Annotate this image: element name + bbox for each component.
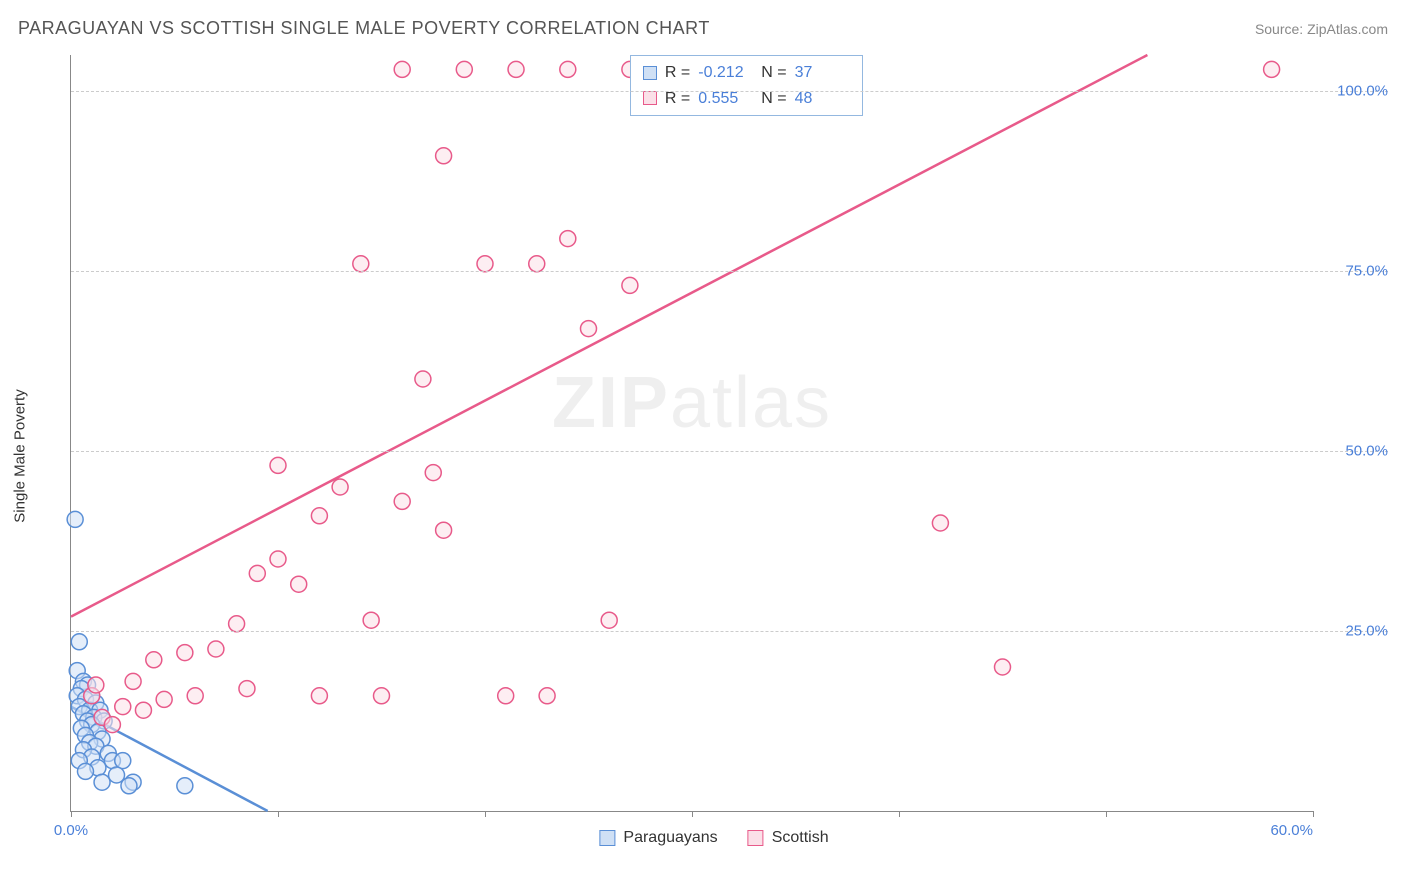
scatter-point	[187, 688, 203, 704]
scatter-plot-svg	[71, 55, 1313, 811]
stats-r-value: 0.555	[698, 86, 753, 112]
y-axis-label: Single Male Poverty	[12, 389, 29, 522]
y-tick-label: 25.0%	[1318, 623, 1388, 640]
stats-row: R = 0.555 N = 48	[643, 86, 850, 112]
stats-swatch	[643, 66, 657, 80]
scatter-point	[177, 645, 193, 661]
legend-item: Paraguayans	[599, 829, 717, 847]
y-tick-label: 50.0%	[1318, 443, 1388, 460]
trend-line	[71, 55, 1147, 617]
stats-r-value: -0.212	[698, 60, 753, 86]
legend-item: Scottish	[748, 829, 829, 847]
scatter-point	[995, 659, 1011, 675]
scatter-point	[374, 688, 390, 704]
scatter-point	[394, 61, 410, 77]
gridline	[71, 631, 1388, 632]
scatter-point	[415, 371, 431, 387]
scatter-point	[581, 321, 597, 337]
chart-container: Single Male Poverty ZIPatlas R =-0.212N …	[40, 55, 1388, 857]
scatter-point	[270, 551, 286, 567]
scatter-point	[508, 61, 524, 77]
x-tick	[71, 811, 72, 817]
stats-n-value: 37	[795, 60, 850, 86]
scatter-point	[104, 717, 120, 733]
scatter-point	[332, 479, 348, 495]
scatter-point	[229, 616, 245, 632]
legend: Paraguayans Scottish	[599, 829, 828, 847]
chart-source: Source: ZipAtlas.com	[1255, 21, 1388, 37]
scatter-point	[498, 688, 514, 704]
gridline	[71, 271, 1388, 272]
stats-n-label: N =	[761, 86, 786, 112]
plot-area: ZIPatlas R =-0.212N =37R =0.555N =48 25.…	[70, 55, 1313, 812]
x-tick	[1313, 811, 1314, 817]
stats-row: R = -0.212 N = 37	[643, 60, 850, 86]
stats-r-label: R =	[665, 86, 690, 112]
scatter-point	[311, 688, 327, 704]
x-tick	[899, 811, 900, 817]
scatter-point	[436, 148, 452, 164]
scatter-point	[71, 634, 87, 650]
scatter-point	[560, 61, 576, 77]
stats-n-label: N =	[761, 60, 786, 86]
scatter-point	[529, 256, 545, 272]
x-tick	[485, 811, 486, 817]
x-tick	[1106, 811, 1107, 817]
y-tick-label: 100.0%	[1318, 83, 1388, 100]
gridline	[71, 91, 1388, 92]
y-tick-label: 75.0%	[1318, 263, 1388, 280]
scatter-point	[121, 778, 137, 794]
scatter-point	[601, 612, 617, 628]
chart-title: PARAGUAYAN VS SCOTTISH SINGLE MALE POVER…	[18, 18, 710, 39]
scatter-point	[94, 774, 110, 790]
stats-n-value: 48	[795, 86, 850, 112]
scatter-point	[539, 688, 555, 704]
gridline	[71, 451, 1388, 452]
scatter-point	[115, 699, 131, 715]
scatter-point	[270, 457, 286, 473]
legend-swatch	[599, 830, 615, 846]
correlation-stats-box: R = -0.212 N = 37 R = 0.555 N = 48	[630, 55, 863, 116]
scatter-point	[291, 576, 307, 592]
scatter-point	[77, 763, 93, 779]
scatter-point	[353, 256, 369, 272]
scatter-point	[622, 277, 638, 293]
x-tick	[692, 811, 693, 817]
scatter-point	[115, 753, 131, 769]
scatter-point	[436, 522, 452, 538]
scatter-point	[560, 231, 576, 247]
scatter-point	[146, 652, 162, 668]
scatter-point	[363, 612, 379, 628]
stats-swatch	[643, 91, 657, 105]
scatter-point	[456, 61, 472, 77]
scatter-point	[135, 702, 151, 718]
scatter-point	[311, 508, 327, 524]
scatter-point	[88, 677, 104, 693]
x-tick-label: 60.0%	[1270, 822, 1313, 839]
legend-label: Scottish	[772, 829, 829, 847]
chart-header: PARAGUAYAN VS SCOTTISH SINGLE MALE POVER…	[18, 18, 1388, 39]
scatter-point	[156, 691, 172, 707]
scatter-point	[177, 778, 193, 794]
scatter-point	[477, 256, 493, 272]
scatter-point	[249, 565, 265, 581]
x-tick	[278, 811, 279, 817]
scatter-point	[208, 641, 224, 657]
legend-swatch	[748, 830, 764, 846]
stats-r-label: R =	[665, 60, 690, 86]
x-tick-label: 0.0%	[54, 822, 88, 839]
scatter-point	[425, 465, 441, 481]
scatter-point	[394, 493, 410, 509]
scatter-point	[239, 681, 255, 697]
legend-label: Paraguayans	[623, 829, 717, 847]
scatter-point	[125, 673, 141, 689]
scatter-point	[1264, 61, 1280, 77]
scatter-point	[67, 511, 83, 527]
scatter-point	[932, 515, 948, 531]
